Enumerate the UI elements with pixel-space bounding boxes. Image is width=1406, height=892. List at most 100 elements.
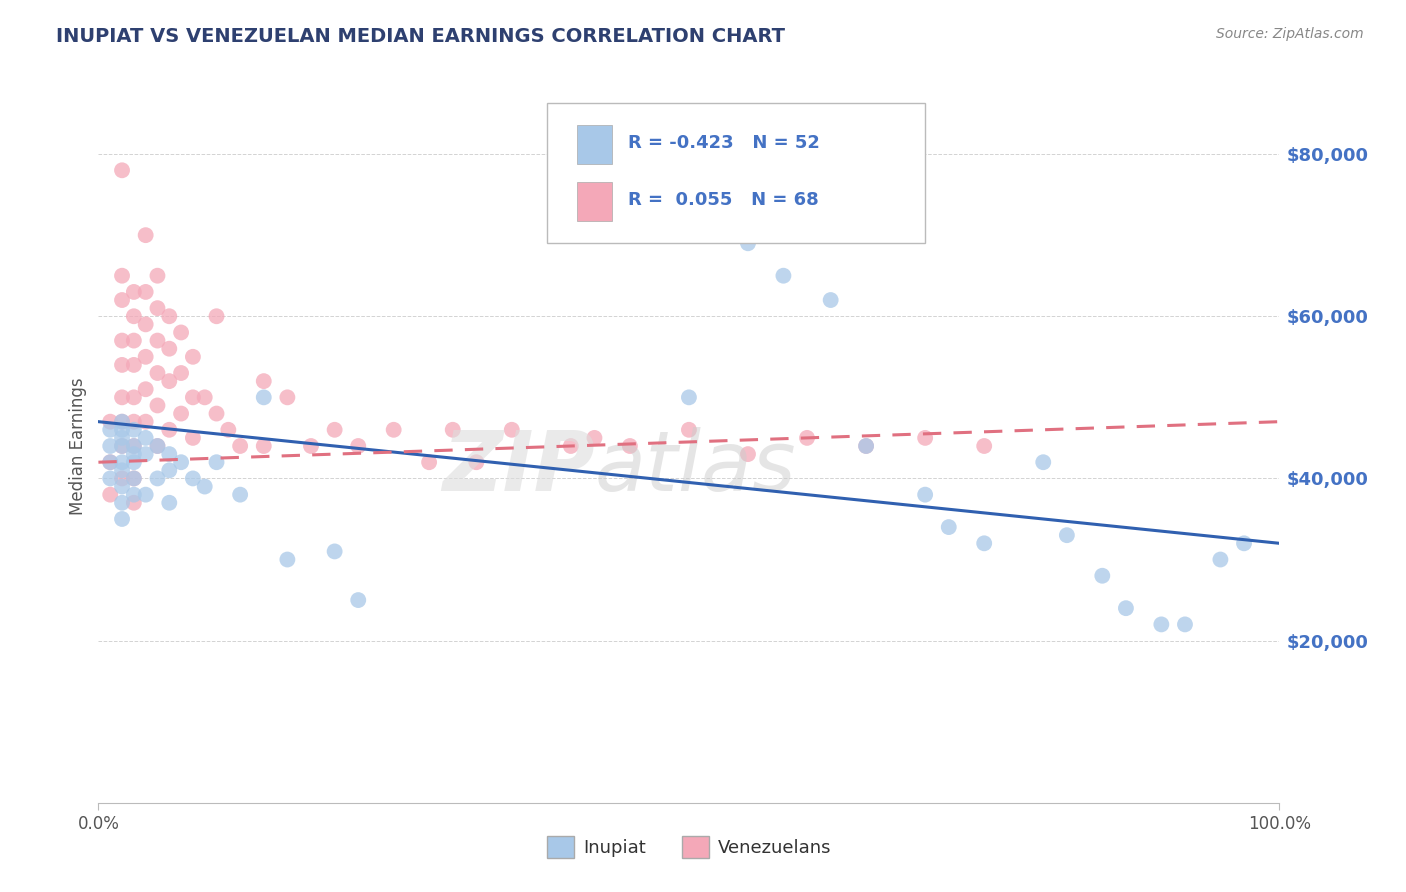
Point <box>98 455 121 469</box>
Point <box>253 374 276 388</box>
Point <box>347 593 370 607</box>
Point <box>111 439 134 453</box>
Point <box>157 342 180 356</box>
Point <box>796 431 818 445</box>
Point <box>157 374 180 388</box>
Point <box>111 496 134 510</box>
Point <box>678 390 700 404</box>
Point <box>170 455 193 469</box>
Point <box>583 431 606 445</box>
FancyBboxPatch shape <box>547 103 925 243</box>
Point <box>111 512 134 526</box>
Point <box>1032 455 1054 469</box>
Point <box>181 431 204 445</box>
Point <box>253 439 276 453</box>
Point <box>855 439 877 453</box>
Point <box>122 488 145 502</box>
Point <box>122 439 145 453</box>
Text: ZIP: ZIP <box>441 427 595 508</box>
Point <box>737 236 759 251</box>
Point <box>418 455 440 469</box>
Point <box>111 163 134 178</box>
Point <box>1209 552 1232 566</box>
Point <box>98 488 121 502</box>
FancyBboxPatch shape <box>576 182 612 221</box>
Point <box>1091 568 1114 582</box>
Point <box>111 358 134 372</box>
Point <box>122 439 145 453</box>
Point <box>111 431 134 445</box>
Point <box>194 390 217 404</box>
Point <box>111 415 134 429</box>
Point <box>146 334 169 348</box>
Point <box>122 334 145 348</box>
Point <box>465 455 488 469</box>
Point <box>135 285 157 299</box>
Point <box>205 407 228 421</box>
Point <box>253 390 276 404</box>
Point <box>157 463 180 477</box>
Point <box>1115 601 1137 615</box>
Point <box>122 455 145 469</box>
Point <box>501 423 523 437</box>
Y-axis label: Median Earnings: Median Earnings <box>69 377 87 515</box>
Point <box>111 463 134 477</box>
Point <box>382 423 405 437</box>
Text: INUPIAT VS VENEZUELAN MEDIAN EARNINGS CORRELATION CHART: INUPIAT VS VENEZUELAN MEDIAN EARNINGS CO… <box>56 27 785 45</box>
Text: atlas: atlas <box>595 427 796 508</box>
Point <box>122 496 145 510</box>
Point <box>205 455 228 469</box>
Point <box>111 479 134 493</box>
Text: Source: ZipAtlas.com: Source: ZipAtlas.com <box>1216 27 1364 41</box>
Point <box>157 310 180 324</box>
Point <box>323 544 346 558</box>
Text: R =  0.055   N = 68: R = 0.055 N = 68 <box>627 191 818 210</box>
Point <box>111 439 134 453</box>
Point <box>111 390 134 404</box>
Point <box>146 439 169 453</box>
Point <box>146 366 169 380</box>
Point <box>135 228 157 243</box>
Point <box>973 439 995 453</box>
Point <box>1174 617 1197 632</box>
Point <box>157 447 180 461</box>
Point <box>98 439 121 453</box>
Point <box>560 439 582 453</box>
Point <box>111 423 134 437</box>
Point <box>217 423 239 437</box>
Point <box>111 415 134 429</box>
Point <box>772 268 794 283</box>
Point <box>938 520 960 534</box>
Point <box>122 447 145 461</box>
Point <box>820 293 842 307</box>
Point <box>1056 528 1078 542</box>
Point <box>1233 536 1256 550</box>
Point <box>135 382 157 396</box>
Point <box>229 439 252 453</box>
Point <box>737 447 759 461</box>
Point <box>146 399 169 413</box>
Point <box>276 390 298 404</box>
Point <box>122 390 145 404</box>
Text: R = -0.423   N = 52: R = -0.423 N = 52 <box>627 134 820 153</box>
Point <box>122 471 145 485</box>
Point <box>441 423 464 437</box>
Point <box>146 439 169 453</box>
Point <box>299 439 322 453</box>
Point <box>111 334 134 348</box>
Point <box>122 285 145 299</box>
Point <box>323 423 346 437</box>
Point <box>135 415 157 429</box>
Point <box>111 268 134 283</box>
Point <box>122 415 145 429</box>
Point <box>157 423 180 437</box>
Legend: Inupiat, Venezuelans: Inupiat, Venezuelans <box>540 829 838 865</box>
Point <box>122 310 145 324</box>
Point <box>347 439 370 453</box>
Point <box>146 471 169 485</box>
Point <box>98 471 121 485</box>
Point <box>855 439 877 453</box>
Point <box>135 350 157 364</box>
Point <box>111 293 134 307</box>
Point <box>146 268 169 283</box>
